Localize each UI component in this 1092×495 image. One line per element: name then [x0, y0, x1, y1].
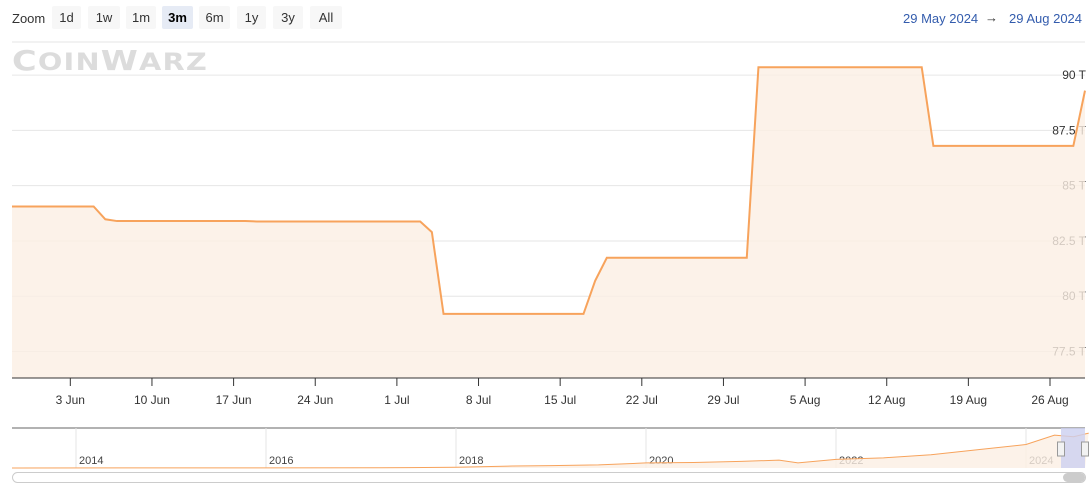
- scrollbar-track: [12, 472, 1086, 483]
- navigator-tick-label: 2014: [79, 455, 103, 467]
- zoom-button-All[interactable]: All: [310, 6, 342, 29]
- y-tick-label: 90 T: [1062, 68, 1086, 82]
- navigator-tick-label: 2022: [839, 455, 863, 467]
- zoom-button-6m[interactable]: 6m: [199, 6, 230, 29]
- range-to[interactable]: 29 Aug 2024: [1009, 11, 1083, 26]
- x-tick-label: 19 Aug: [950, 393, 987, 407]
- navigator-selection: [1061, 428, 1085, 468]
- x-tick-label: 24 Jun: [297, 393, 333, 407]
- navigator-handle-left: [1057, 441, 1065, 457]
- scrollbar-thumb: [1063, 473, 1085, 482]
- x-tick-label: 1 Jul: [384, 393, 409, 407]
- y-tick-label: 80 T: [1062, 289, 1086, 303]
- zoom-button-1m[interactable]: 1m: [126, 6, 156, 29]
- x-tick-label: 8 Jul: [466, 393, 491, 407]
- x-tick-label: 10 Jun: [134, 393, 170, 407]
- navigator-area: [12, 433, 1089, 468]
- navigator-handle-right: [1081, 441, 1089, 457]
- zoom-button-3m[interactable]: 3m: [162, 6, 193, 29]
- coinwarz-logo: COINWARZ: [12, 44, 209, 77]
- x-tick-label: 22 Jul: [626, 393, 658, 407]
- x-tick-label: 17 Jun: [216, 393, 252, 407]
- navigator-tick-label: 2016: [269, 455, 293, 467]
- navigator-tick-label: 2020: [649, 455, 673, 467]
- navigator-tick-label: 2018: [459, 455, 483, 467]
- x-tick-label: 5 Aug: [790, 393, 821, 407]
- navigator-tick-label: 2024: [1029, 455, 1053, 467]
- series-line: [12, 66, 1086, 315]
- x-tick-label: 12 Aug: [868, 393, 905, 407]
- y-tick-label: 82.5 T: [1052, 234, 1086, 248]
- range-arrow: →: [985, 10, 998, 25]
- x-tick-label: 29 Jul: [707, 393, 739, 407]
- x-tick-label: 3 Jun: [56, 393, 85, 407]
- y-tick-label: 87.5 T: [1052, 123, 1086, 137]
- x-tick-label: 15 Jul: [544, 393, 576, 407]
- x-tick-label: 26 Aug: [1031, 393, 1068, 407]
- y-tick-label: 85 T: [1062, 179, 1086, 193]
- navigator-line: [11, 432, 1089, 469]
- zoom-button-1d[interactable]: 1d: [52, 6, 81, 29]
- zoom-button-3y[interactable]: 3y: [273, 6, 303, 29]
- zoom-button-1w[interactable]: 1w: [88, 6, 120, 29]
- zoom-button-1y[interactable]: 1y: [237, 6, 266, 29]
- y-tick-label: 77.5 T: [1052, 344, 1086, 358]
- range-from[interactable]: 29 May 2024: [903, 11, 979, 26]
- series-area: [12, 67, 1085, 378]
- zoom-label: Zoom: [12, 11, 46, 26]
